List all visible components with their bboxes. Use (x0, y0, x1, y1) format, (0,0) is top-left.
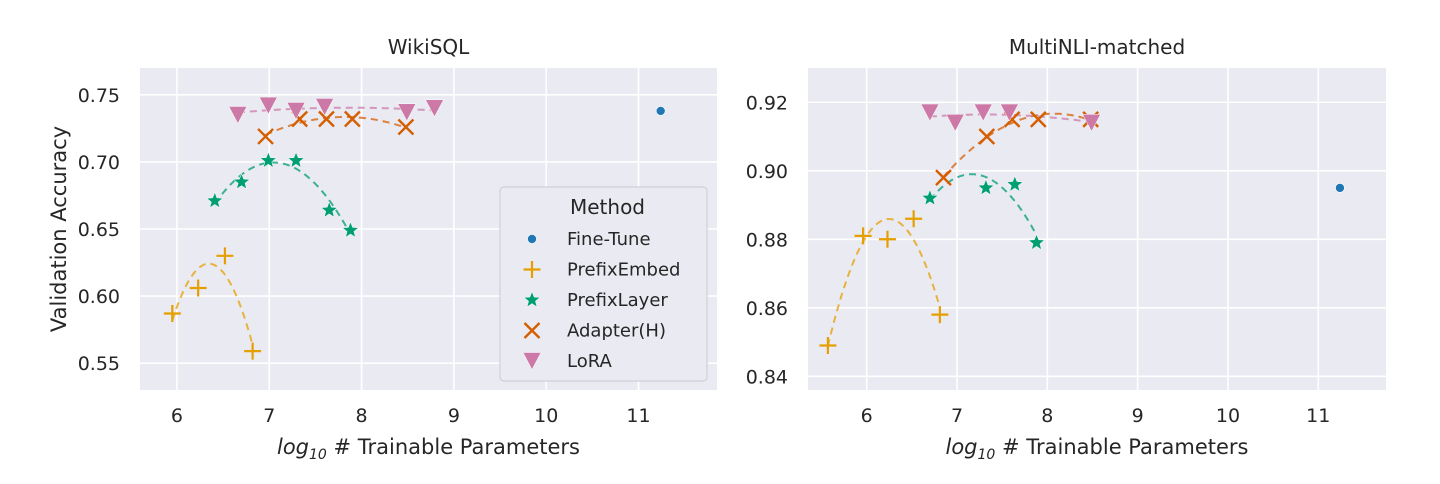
data-point-adapter-h (257, 128, 274, 145)
chart-title: MultiNLI-matched (1009, 35, 1185, 59)
fit-curve (237, 106, 435, 114)
y-tick-label: 0.60 (78, 286, 120, 308)
data-point-adapter-h (935, 169, 952, 186)
y-axis-label: Validation Accuracy (47, 126, 71, 332)
x-axis-label: log10 # Trainable Parameters (277, 435, 580, 463)
x-tick-label: 11 (1306, 405, 1330, 427)
data-point-prefixembed (819, 336, 837, 354)
x-tick-label: 9 (1132, 405, 1144, 427)
data-point-adapter-h (343, 110, 361, 128)
y-tick-label: 0.90 (746, 161, 788, 183)
panel-2: 6 7 8 9 10 11 0.84 0.86 0.88 0.90 0.92 MultiNLI-mat… (746, 35, 1386, 463)
data-point-prefixembed (931, 306, 949, 324)
legend: Method Fine-Tune PrefixEmbed PrefixLayer Ada… (499, 186, 708, 382)
data-point-prefixembed (244, 342, 262, 360)
data-point-lora (945, 114, 965, 132)
data-point-lora (397, 103, 417, 122)
legend-marker (523, 322, 541, 339)
data-point-lora (425, 99, 444, 118)
x-tick-label: 6 (861, 405, 873, 427)
x-tick-label: 10 (1216, 405, 1240, 427)
y-tick-label: 0.86 (746, 298, 788, 320)
data-point-adapter-h (318, 110, 335, 128)
y-tick-label: 0.84 (746, 366, 788, 388)
data-point-adapter-h (1029, 111, 1047, 128)
data-point-prefixlayer (206, 191, 224, 209)
data-point-fine-tune (1335, 183, 1345, 193)
data-point-adapter-h (978, 128, 996, 145)
data-point-adapter-h (397, 118, 415, 136)
legend-marker (523, 290, 541, 308)
data-point-prefixlayer (977, 178, 995, 196)
data-point-lora (999, 103, 1019, 122)
x-tick-label: 8 (356, 405, 368, 427)
data-point-prefixlayer (287, 151, 305, 169)
y-tick-label: 0.88 (746, 229, 788, 251)
plot-background (808, 68, 1386, 390)
data-point-lora (258, 96, 278, 115)
legend-label: PrefixEmbed (567, 260, 680, 281)
x-tick-label: 6 (171, 405, 183, 427)
data-point-prefixembed (854, 227, 872, 245)
legend-box (499, 186, 708, 382)
legend-label: LoRA (567, 351, 613, 372)
data-point-prefixembed (189, 279, 207, 297)
x-tick-label: 7 (951, 405, 963, 427)
y-tick-label: 0.70 (78, 152, 120, 174)
x-tick-label: 11 (626, 405, 650, 427)
data-point-lora (286, 102, 306, 120)
data-point-prefixlayer (232, 172, 251, 190)
legend-title: Method (570, 195, 645, 219)
legend-marker (523, 261, 541, 278)
legend-marker (522, 352, 542, 371)
data-point-lora (1082, 114, 1101, 132)
x-tick-label: 10 (534, 405, 558, 427)
data-point-prefixlayer (341, 221, 360, 238)
data-point-prefixlayer (1027, 233, 1046, 251)
data-point-lora (920, 103, 940, 122)
legend-label: Adapter(H) (567, 321, 666, 342)
fit-curve (826, 218, 941, 347)
data-point-prefixlayer (921, 188, 939, 206)
x-tick-label: 9 (448, 405, 460, 427)
data-point-fine-tune (655, 106, 666, 116)
data-point-prefixlayer (1006, 175, 1024, 192)
x-tick-label: 8 (1041, 405, 1053, 427)
y-tick-label: 0.55 (78, 353, 120, 375)
x-tick-label: 7 (263, 405, 275, 427)
data-point-lora (973, 103, 993, 122)
data-point-lora (228, 106, 248, 124)
legend-label: Fine-Tune (567, 229, 651, 250)
y-tick-label: 0.75 (78, 85, 120, 107)
y-tick-label: 0.65 (78, 219, 120, 241)
fit-curve (265, 116, 407, 136)
data-point-prefixembed (163, 305, 181, 323)
x-axis-label: log10 # Trainable Parameters (945, 435, 1248, 463)
legend-label: PrefixLayer (567, 290, 668, 311)
data-point-prefixlayer (320, 201, 339, 218)
legend-marker (527, 234, 537, 244)
data-point-prefixembed (216, 247, 234, 265)
y-tick-label: 0.92 (746, 92, 788, 114)
data-point-prefixembed (905, 210, 923, 228)
data-point-lora (315, 98, 335, 116)
chart-title: WikiSQL (388, 35, 470, 59)
fit-curve (171, 262, 254, 346)
data-point-prefixembed (878, 230, 896, 248)
data-point-prefixlayer (259, 151, 278, 169)
